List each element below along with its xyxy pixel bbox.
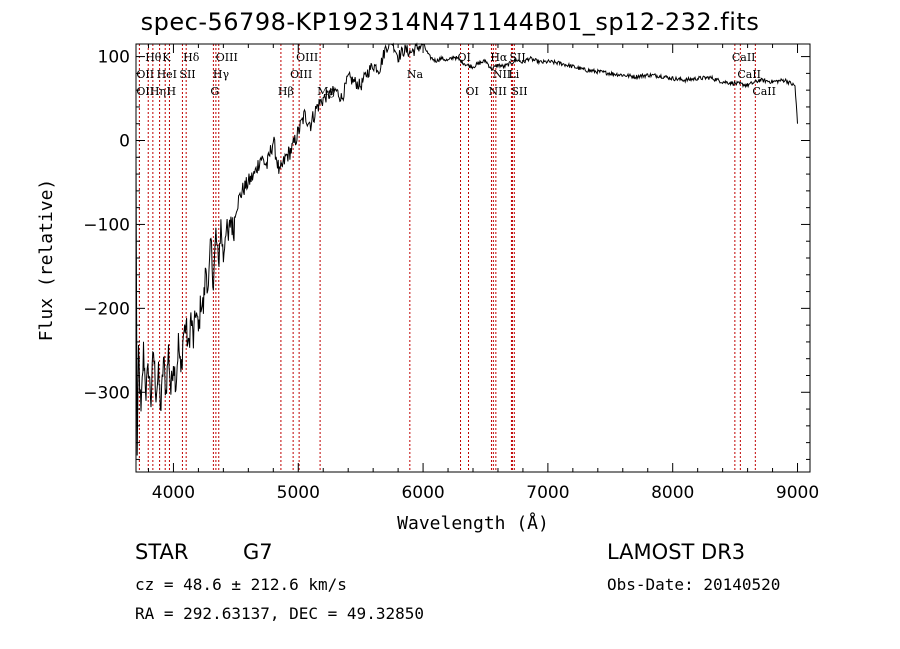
line-label: OI — [466, 85, 479, 98]
redshift-readout: cz = 48.6 ± 212.6 km/s — [135, 575, 347, 594]
x-tick-label: 6000 — [401, 483, 444, 503]
y-tick-label: 100 — [98, 48, 130, 68]
x-tick-label: 4000 — [152, 483, 195, 503]
line-label: Na — [407, 68, 424, 81]
line-label: CaII — [737, 68, 761, 81]
line-label: NII — [488, 85, 506, 98]
x-axis-label: Wavelength (Å) — [397, 512, 549, 534]
object-class: STAR — [135, 540, 189, 564]
spectral-subclass: G7 — [243, 540, 273, 564]
y-tick-label: 0 — [119, 132, 130, 152]
y-axis-label: Flux (relative) — [36, 179, 57, 342]
x-axis: 4000 5000 6000 7000 8000 9000 — [147, 44, 819, 503]
line-label: OII — [136, 68, 154, 81]
line-label: Hθ — [145, 51, 162, 64]
line-label: OIII — [296, 51, 318, 64]
line-label: OIII — [216, 51, 238, 64]
line-label: HeI — [157, 68, 177, 81]
line-label: SII — [509, 51, 525, 64]
line-label: Hα — [490, 51, 508, 64]
line-label: OIII — [290, 68, 312, 81]
x-tick-label: 7000 — [526, 483, 569, 503]
line-label: Li — [508, 68, 519, 81]
line-label: H — [166, 85, 176, 98]
x-tick-label: 5000 — [277, 483, 320, 503]
line-label: SII — [179, 68, 195, 81]
y-tick-label: −200 — [83, 299, 130, 319]
line-label: Hγ — [213, 68, 230, 81]
line-label: CaII — [752, 85, 776, 98]
spectrum-line — [135, 42, 798, 456]
coordinates: RA = 292.63137, DEC = 49.32850 — [135, 604, 424, 623]
line-label: OII — [136, 85, 154, 98]
plot-frame — [135, 43, 811, 473]
line-label: OI — [458, 51, 471, 64]
line-label: Hδ — [183, 51, 200, 64]
spectrum-series — [135, 42, 798, 456]
line-label: CaII — [732, 51, 756, 64]
line-label: G — [210, 85, 219, 98]
line-markers — [138, 44, 756, 472]
x-tick-label: 8000 — [651, 483, 694, 503]
y-tick-label: −100 — [83, 215, 130, 235]
y-tick-label: −300 — [83, 383, 130, 403]
line-label: NII — [493, 68, 511, 81]
x-tick-label: 9000 — [776, 483, 819, 503]
line-label: Hβ — [278, 85, 294, 98]
obs-date: Obs-Date: 20140520 — [607, 575, 781, 594]
line-label: SII — [511, 85, 527, 98]
survey-name: LAMOST DR3 — [607, 540, 746, 564]
chart-title: spec-56798-KP192314N471144B01_sp12-232.f… — [140, 8, 760, 36]
line-label: K — [162, 51, 171, 64]
line-label: Hη — [150, 85, 166, 98]
y-axis: −300 −200 −100 0 100 — [83, 48, 810, 460]
